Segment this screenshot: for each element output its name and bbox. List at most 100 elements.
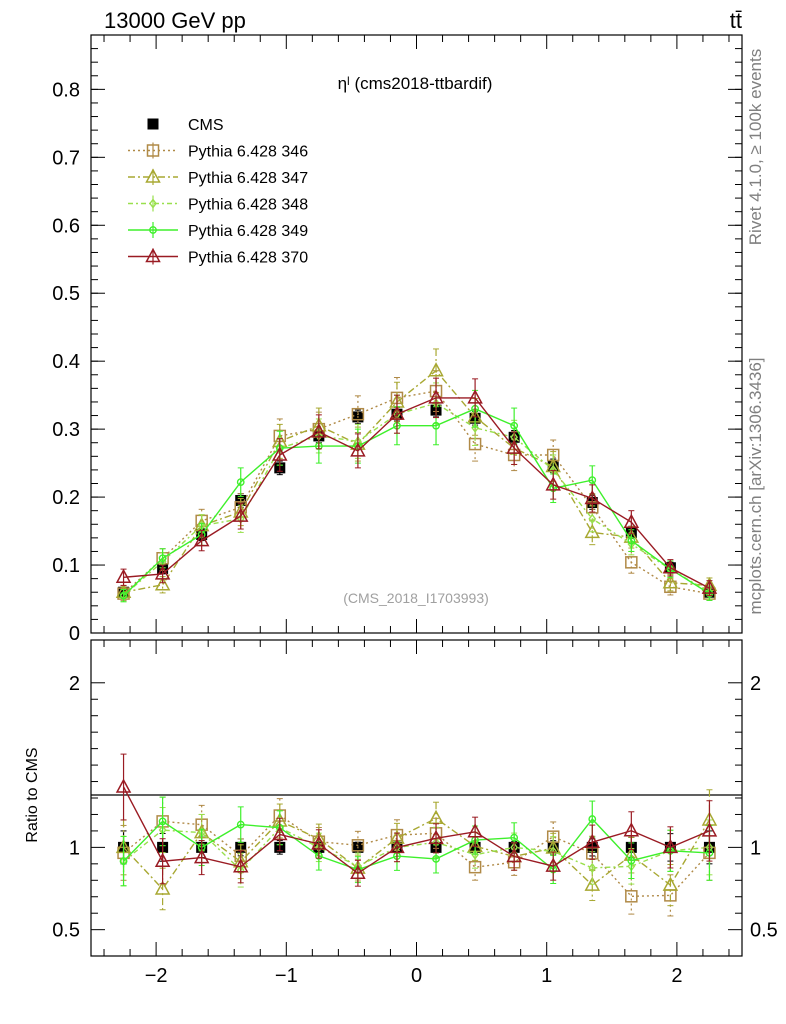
data-point [236,478,245,487]
watermark: (CMS_2018_I1703993) [343,590,489,606]
series-line [122,786,710,875]
data-point [232,858,249,873]
data-point [588,815,597,823]
main-tick-label: 0.1 [52,555,80,577]
series-line [123,397,710,589]
data-point [351,839,365,852]
main-tick-label: 0 [69,623,80,645]
legend-marker [145,168,161,183]
ratio-x-ticks: −2 −1 0 1 2 [103,640,730,987]
legend-label: CMS [188,117,224,134]
data-point [662,876,679,891]
data-point [115,778,132,793]
data-point [119,591,128,600]
main-series-5 [115,377,718,597]
legend-marker [145,247,161,263]
data-point [584,489,601,505]
data-point [193,532,210,547]
main-tick-label: 0.6 [52,215,80,237]
x-tick-label: −2 [145,965,168,987]
legend-label: Pythia 6.428 348 [188,197,308,214]
series-line [123,818,710,871]
ratio-tick-label-right: 2 [750,673,761,695]
main-series [115,348,718,603]
data-point [232,507,249,522]
data-point [662,838,679,854]
data-point [627,856,636,865]
data-point [467,823,483,838]
main-frame [90,34,743,634]
ratio-plot: Ratio to CMS 0.5 0.5 1 1 2 2 −2 −1 0 1 2 [24,639,778,987]
data-point [623,822,640,837]
data-point [350,442,366,457]
ratio-series-4 [119,796,714,887]
data-point [311,423,327,438]
x-tick-label: 0 [411,965,422,987]
data-point [428,809,444,825]
main-tick-label: 0.5 [52,283,80,305]
main-series-1 [117,370,716,601]
legend-label: Pythia 6.428 349 [188,223,308,240]
legend-marker [146,144,160,157]
rivet-version-label: Rivet 4.1.0, ≥ 100k events [746,49,765,245]
data-point [236,820,245,829]
legend-label: Pythia 6.428 347 [188,170,308,187]
data-point [545,857,561,872]
main-tick-label: 0.2 [52,487,80,509]
data-point [662,574,679,589]
data-point [625,556,638,569]
data-point [510,421,519,430]
ratio-tick-label: 2 [69,673,80,695]
ratio-series-5 [115,753,718,887]
data-point [389,838,405,854]
data-point [627,536,636,545]
main-y-ticks: 0 0.1 0.2 0.3 0.4 0.5 0.6 0.7 0.8 [52,34,742,645]
main-tick-label: 0.8 [52,79,80,101]
series-line [123,369,710,593]
data-point [506,847,522,863]
series-line [123,408,710,597]
ratio-tick-label: 0.5 [52,920,80,942]
data-point [471,422,479,433]
data-point [584,523,601,539]
data-point [158,554,167,563]
data-point [623,513,640,528]
ratio-y-ticks: 0.5 0.5 1 1 2 2 [52,673,778,942]
ratio-tick-label-right: 0.5 [750,920,778,942]
legend-marker [149,198,157,209]
data-point [311,835,327,850]
data-point [588,513,597,525]
series-line [123,390,710,595]
data-point [272,825,288,841]
legend-label: Pythia 6.428 346 [188,144,308,161]
data-point [471,849,479,860]
data-point [272,446,288,461]
data-point [506,439,522,454]
data-point [625,890,638,903]
x-tick-label: 2 [671,965,682,987]
ratio-series-1 [117,796,716,917]
data-point [158,817,167,826]
header-right-label: tt̄ [730,8,742,33]
data-point [510,833,519,842]
data-point [662,559,679,574]
data-point [701,579,718,594]
main-x-ticks [103,35,730,633]
data-point [350,864,366,880]
main-tick-label: 0.7 [52,147,80,169]
header-left-label: 13000 GeV pp [104,8,246,33]
data-point [467,389,483,404]
data-point [545,476,561,491]
legend-marker [147,118,159,130]
x-tick-label: −1 [275,965,298,987]
main-series-3 [119,382,714,603]
data-point [432,421,440,430]
data-point [701,822,718,837]
plot-title: ηˡ (cms2018-ttbardif) [338,74,493,93]
series-line [123,402,710,597]
data-point [119,857,128,865]
data-point [584,833,601,848]
legend: CMS Pythia 6.428 346 Pythia 6.428 347 Pythi… [128,117,308,267]
data-point [351,407,365,421]
